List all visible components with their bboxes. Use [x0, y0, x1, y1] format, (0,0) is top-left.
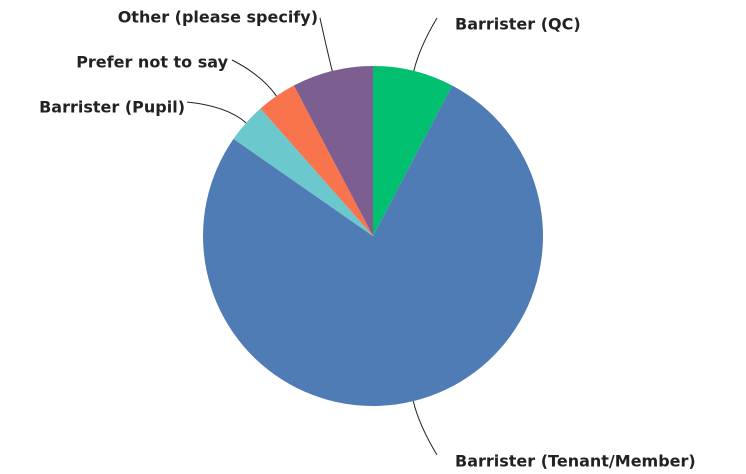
slice-label: Barrister (QC) — [455, 15, 581, 34]
pie-slice — [233, 108, 373, 236]
slice-label: Other (please specify) — [118, 8, 318, 27]
slice-label: Barrister (Pupil) — [39, 98, 185, 117]
leader-line — [231, 59, 277, 97]
pie-slice — [260, 85, 373, 237]
leader-line — [413, 17, 438, 72]
leader-line — [319, 17, 333, 72]
pie-slice — [293, 66, 373, 236]
pie-slice — [373, 66, 453, 236]
leader-line — [412, 401, 438, 456]
slice-label: Prefer not to say — [76, 53, 228, 72]
pie-slice — [203, 85, 544, 406]
slice-label: Barrister (Tenant/Member) — [455, 452, 696, 471]
leader-line — [186, 101, 247, 124]
